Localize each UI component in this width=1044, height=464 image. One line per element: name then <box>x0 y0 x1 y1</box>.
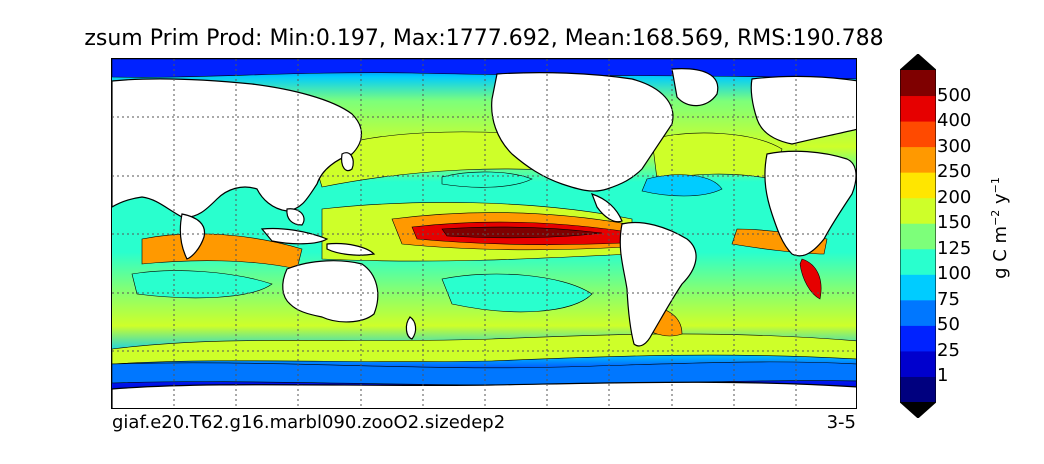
colorbar-bin <box>900 70 936 97</box>
colorbar-tick-label: 200 <box>937 186 972 208</box>
colorbar-bin <box>900 376 936 403</box>
colorbar-tick-label: 25 <box>937 339 960 361</box>
colorbar-bin <box>900 172 936 199</box>
map-panel <box>111 58 857 409</box>
colorbar-over-arrow <box>900 54 936 70</box>
colorbar-tick-label: 250 <box>937 161 972 183</box>
land-australia <box>282 260 379 323</box>
colorbar-bin <box>900 274 936 301</box>
land-india <box>179 213 206 260</box>
colorbar-title: g C m−2 y−1 <box>989 177 1011 279</box>
colorbar-bin <box>900 350 936 377</box>
run-name: giaf.e20.T62.g16.marbl090.zooO2.sizedep2 <box>112 412 506 433</box>
colorbar-bin <box>900 325 936 352</box>
land-borneo <box>286 208 305 226</box>
land-north-america <box>491 72 674 192</box>
colorbar-tick-label: 1 <box>937 365 949 387</box>
colorbar-bin <box>900 95 936 122</box>
colorbar-bin <box>900 146 936 173</box>
ocean-map <box>112 59 856 408</box>
plot-title: zsum Prim Prod: Min:0.197, Max:1777.692,… <box>84 26 884 51</box>
benguela-upwelling <box>799 258 822 300</box>
colorbar-tick-label: 50 <box>937 314 960 336</box>
colorbar-under-arrow <box>900 402 936 418</box>
arctic-band <box>112 59 856 80</box>
colorbar-tick-label: 75 <box>937 288 960 310</box>
colorbar-bin <box>900 121 936 148</box>
land-indonesia <box>260 227 329 245</box>
land-south-america <box>619 221 697 347</box>
land-europe <box>750 75 856 145</box>
land-antarctica <box>112 381 856 408</box>
graticule <box>112 59 856 408</box>
land-new-guinea <box>326 242 376 256</box>
land-greenland <box>671 68 719 107</box>
land-masses <box>112 68 856 408</box>
land-central-america <box>590 193 623 223</box>
land-new-zealand <box>405 316 417 340</box>
north-pacific-blue <box>441 171 533 188</box>
land-japan <box>341 152 354 172</box>
equatorial-band-darkred <box>441 226 603 239</box>
colorbar <box>900 54 936 418</box>
colorbar-tick-label: 500 <box>937 84 972 106</box>
land-africa <box>764 150 856 257</box>
southern-band <box>112 333 856 365</box>
indian-ocean-gyre <box>131 270 273 299</box>
land-asia <box>112 78 362 218</box>
colorbar-tick-label: 100 <box>937 263 972 285</box>
colorbar-tick-label: 125 <box>937 237 972 259</box>
colorbar-bin <box>900 299 936 326</box>
colorbar-bin <box>900 197 936 224</box>
colorbar-bin <box>900 223 936 250</box>
north-atlantic-gyre <box>641 174 723 197</box>
season-label: 3-5 <box>826 412 856 433</box>
colorbar-tick-label: 400 <box>937 110 972 132</box>
colorbar-tick-label: 300 <box>937 135 972 157</box>
colorbar-bin <box>900 248 936 275</box>
productivity-regions <box>112 59 856 386</box>
colorbar-tick-label: 150 <box>937 212 972 234</box>
